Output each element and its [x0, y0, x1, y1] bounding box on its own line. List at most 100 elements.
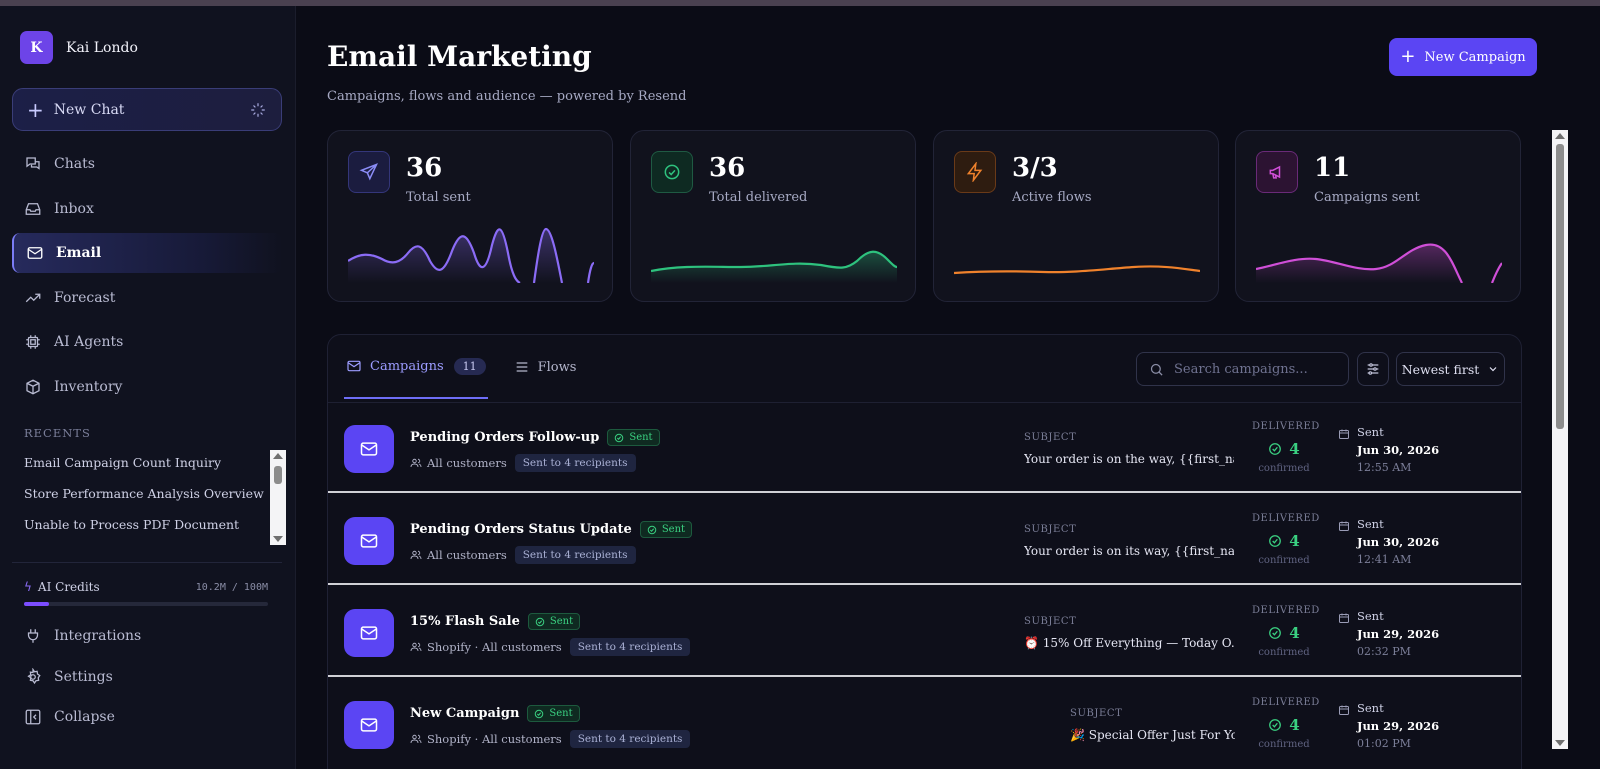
sidebar-item-ai-agents[interactable]: AI Agents — [12, 322, 282, 362]
sent-label: Sent — [1357, 425, 1384, 439]
panel-tabs: Campaigns 11 Flows — [344, 335, 602, 399]
campaigns-panel: Campaigns 11 Flows Newest first — [327, 334, 1522, 769]
campaign-name-text: Pending Orders Status Update — [410, 522, 632, 537]
sidebar-item-integrations[interactable]: Integrations — [12, 616, 282, 656]
recents-scrollbar[interactable] — [270, 450, 286, 545]
status-badge: Sent — [607, 429, 660, 446]
campaign-audience: All customers Sent to 4 recipients — [410, 546, 636, 564]
search-input[interactable] — [1174, 361, 1334, 377]
stat-label: Total delivered — [709, 190, 808, 205]
sidebar-item-settings[interactable]: Settings — [12, 657, 282, 697]
scroll-up-arrow[interactable] — [1555, 133, 1565, 139]
recipients-badge: Sent to 4 recipients — [569, 638, 691, 656]
credits-progress-fill — [24, 602, 49, 606]
user-name: Kai Londo — [66, 39, 138, 56]
recent-chat-item[interactable]: Store Performance Analysis Overview — [24, 486, 264, 501]
filter-button[interactable] — [1357, 352, 1389, 386]
delivered-count: 4 — [1252, 440, 1316, 458]
new-campaign-button[interactable]: + New Campaign — [1389, 38, 1537, 76]
campaign-mail-icon — [344, 425, 394, 473]
sidebar-item-label: Email — [56, 245, 102, 261]
delivered-label: DELIVERED — [1252, 421, 1320, 432]
new-campaign-label: New Campaign — [1424, 49, 1526, 65]
sparkline-total-sent — [348, 227, 594, 283]
status-badge-label: Sent — [549, 616, 574, 627]
delivered-label: DELIVERED — [1252, 513, 1320, 524]
credits-value: 10.2M / 100M — [195, 581, 268, 593]
status-badge: Sent — [639, 521, 693, 538]
search-box[interactable] — [1136, 352, 1349, 386]
calendar-icon — [1339, 521, 1349, 531]
scroll-thumb[interactable] — [1556, 144, 1564, 429]
mail-icon — [347, 360, 361, 372]
scroll-down-arrow[interactable] — [1555, 740, 1565, 746]
tab-label: Campaigns — [370, 358, 444, 374]
inbox-icon — [25, 202, 41, 215]
delivered-label: DELIVERED — [1252, 697, 1320, 708]
campaign-subject: ⏰ 15% Off Everything — Today O... — [1024, 636, 1234, 650]
main-scrollbar[interactable] — [1552, 130, 1568, 749]
tab-flows[interactable]: Flows — [512, 335, 579, 399]
sidebar-item-chats[interactable]: Chats — [12, 144, 282, 184]
campaign-name-text: Pending Orders Follow-up — [410, 430, 600, 445]
campaign-row[interactable]: New Campaign Sent Shopify · All customer… — [328, 679, 1521, 769]
sidebar-item-inbox[interactable]: Inbox — [12, 189, 282, 229]
subject-label: SUBJECT — [1024, 432, 1077, 443]
campaign-row[interactable]: Pending Orders Status Update Sent All cu… — [328, 495, 1521, 585]
campaign-mail-icon — [344, 701, 394, 749]
status-badge-label: Sent — [661, 524, 686, 535]
audience-text: All customers — [427, 456, 507, 470]
campaign-audience: Shopify · All customers Sent to 4 recipi… — [410, 638, 691, 656]
status-badge-label: Sent — [549, 708, 573, 719]
sidebar-item-collapse[interactable]: Collapse — [12, 697, 282, 737]
sidebar-item-email[interactable]: Email — [12, 233, 282, 273]
delivered-value: 4 — [1289, 532, 1300, 550]
scroll-down-arrow[interactable] — [273, 536, 283, 542]
campaign-audience: Shopify · All customers Sent to 4 recipi… — [410, 730, 691, 748]
check-circle-icon — [615, 433, 624, 442]
campaign-name: 15% Flash Sale Sent — [410, 613, 581, 630]
megaphone-icon — [1256, 151, 1298, 193]
stat-card-campaigns-sent: 11 Campaigns sent — [1235, 130, 1521, 302]
sort-label: Newest first — [1401, 361, 1480, 377]
sent-date: Jun 30, 2026 — [1357, 443, 1440, 457]
credits-label: AI Credits — [37, 580, 100, 594]
recent-chat-item[interactable]: Unable to Process PDF Document — [24, 517, 240, 532]
audience-text: All customers — [427, 548, 507, 562]
new-chat-button[interactable]: + New Chat — [12, 88, 282, 131]
scroll-up-arrow[interactable] — [273, 453, 283, 459]
trend-icon — [25, 293, 41, 302]
search-icon — [1150, 363, 1163, 376]
campaign-row[interactable]: 15% Flash Sale Sent Shopify · All custom… — [328, 587, 1521, 677]
campaign-row[interactable]: Pending Orders Follow-up Sent All custom… — [328, 403, 1521, 493]
stat-label: Total sent — [406, 190, 471, 205]
gear-icon — [27, 667, 41, 684]
campaign-name: New Campaign Sent — [410, 705, 580, 722]
sidebar-item-label: Integrations — [54, 628, 142, 644]
sort-dropdown[interactable]: Newest first — [1396, 352, 1505, 386]
recipients-badge: Sent to 4 recipients — [569, 730, 691, 748]
recent-chat-item[interactable]: Email Campaign Count Inquiry — [24, 455, 222, 470]
sidebar-item-label: Collapse — [54, 709, 115, 725]
delivered-value: 4 — [1289, 440, 1300, 458]
tab-count-badge: 11 — [453, 357, 486, 375]
plus-icon: + — [1400, 46, 1416, 67]
stat-value: 11 — [1314, 153, 1351, 183]
sidebar-item-inventory[interactable]: Inventory — [12, 367, 282, 407]
sliders-icon — [1367, 363, 1379, 375]
user-profile[interactable]: K Kai Londo — [20, 31, 138, 64]
audience-text: Shopify · All customers — [427, 640, 562, 654]
check-circle-icon — [1269, 443, 1282, 455]
sent-time: 12:55 AM — [1357, 461, 1412, 474]
sent-label: Sent — [1357, 517, 1384, 531]
confirmed-label: confirmed — [1258, 647, 1310, 658]
divider — [12, 562, 282, 563]
scroll-thumb[interactable] — [274, 466, 282, 484]
campaign-name-text: 15% Flash Sale — [410, 614, 520, 629]
stat-card-total-delivered: 36 Total delivered — [630, 130, 916, 302]
bolt-icon — [954, 151, 996, 193]
sidebar-item-label: AI Agents — [54, 334, 124, 350]
sidebar-item-forecast[interactable]: Forecast — [12, 278, 282, 318]
tab-campaigns[interactable]: Campaigns 11 — [344, 335, 488, 399]
sent-date: Jun 30, 2026 — [1357, 535, 1440, 549]
